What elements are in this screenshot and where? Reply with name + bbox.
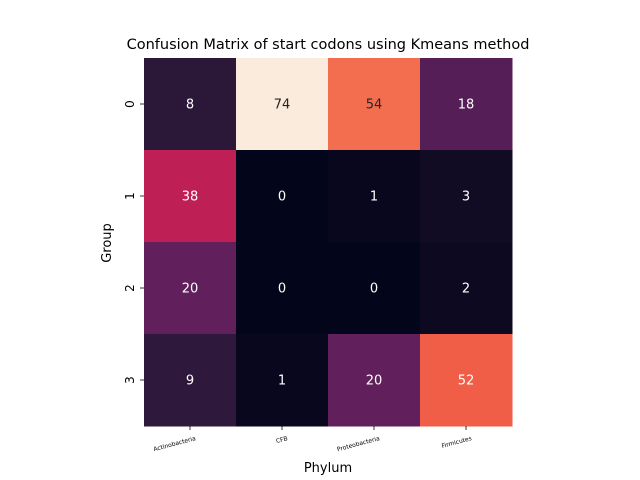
x-axis-label: Phylum [304,461,352,476]
cell-label-r3-c1: 1 [278,374,286,389]
heatmap-cell-r2-c2 [328,242,421,335]
heatmap-cell-r1-c3 [420,150,513,243]
y-tick-label-2: 2 [123,284,137,292]
x-tick-label-0: Actinobacteria [153,435,197,453]
cell-label-r0-c3: 18 [458,98,475,113]
cell-label-r2-c3: 2 [462,282,470,297]
cell-label-r1-c0: 38 [182,190,199,205]
y-axis-ticks: 0 1 2 3 [123,100,144,384]
cell-label-r3-c3: 52 [458,374,475,389]
y-tick-label-1: 1 [123,192,137,200]
cell-label-r2-c1: 0 [278,282,286,297]
x-tick-label-1: CFB [275,435,288,445]
heatmap-cell-r2-c3 [420,242,513,335]
y-tick-label-0: 0 [123,100,137,108]
y-axis-label: Group [100,223,115,263]
cell-label-r0-c0: 8 [186,98,194,113]
heatmap-cell-r1-c1 [236,150,329,243]
cell-label-r2-c2: 0 [370,282,378,297]
chart-title: Confusion Matrix of start codons using K… [127,37,530,53]
y-tick-label-3: 3 [123,376,137,384]
heatmap-cell-r3-c2 [328,334,421,427]
cell-label-r2-c0: 20 [182,282,199,297]
x-tick-label-3: Firmicutes [441,435,473,450]
heatmap-cell-r3-c0 [144,334,237,427]
heatmap-cell-r0-c3 [420,58,513,151]
x-tick-label-2: Proteobacteria [336,435,381,453]
cell-label-r1-c2: 1 [370,190,378,205]
heatmap-cell-r2-c1 [236,242,329,335]
heatmap-cell-r3-c3 [420,334,513,427]
cell-label-r1-c1: 0 [278,190,286,205]
cell-label-r3-c0: 9 [186,374,194,389]
x-axis-ticks: Actinobacteria CFB Proteobacteria Firmicute… [153,426,473,453]
heatmap-cell-r3-c1 [236,334,329,427]
cell-label-r0-c1: 74 [274,98,291,113]
heatmap-cell-r0-c2 [328,58,421,151]
heatmap-cell-r2-c0 [144,242,237,335]
heatmap-cell-r0-c1 [236,58,329,151]
cell-label-r1-c3: 3 [462,190,470,205]
heatmap-cells [144,58,513,427]
heatmap-cell-r1-c0 [144,150,237,243]
cell-labels: 8 74 54 18 38 0 1 3 20 0 0 2 9 1 20 52 [182,98,475,389]
cell-label-r3-c2: 20 [366,374,383,389]
heatmap-cell-r0-c0 [144,58,237,151]
cell-label-r0-c2: 54 [366,98,383,113]
heatmap-cell-r1-c2 [328,150,421,243]
